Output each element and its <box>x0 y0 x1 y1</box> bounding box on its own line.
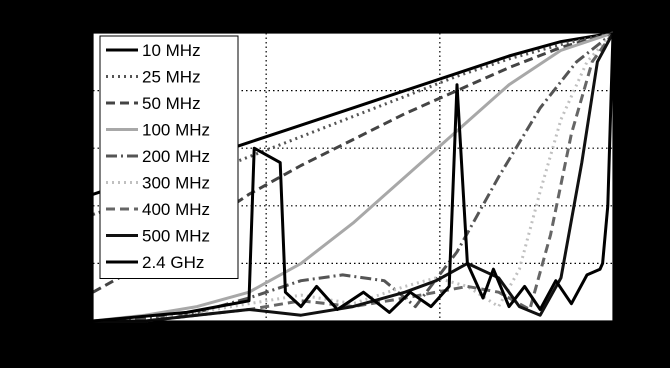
series-line-400-mhz <box>93 32 615 323</box>
legend-label-500-mhz: 500 MHz <box>142 227 210 246</box>
legend-label-400-mhz: 400 MHz <box>142 200 210 219</box>
legend-label-200-mhz: 200 MHz <box>142 147 210 166</box>
legend-label-50-mhz: 50 MHz <box>142 94 201 113</box>
series-line-500-mhz <box>93 32 615 323</box>
legend-label-10-mhz: 10 MHz <box>142 41 201 60</box>
series-line-2-4-ghz <box>92 32 615 323</box>
legend-label-100-mhz: 100 MHz <box>142 121 210 140</box>
series-line-200-mhz <box>92 31 614 323</box>
plot-frame <box>92 32 614 322</box>
legend: 10 MHz 25 MHz 50 MHz 100 MHz 200 MHz 300 MHz 4… <box>99 35 239 279</box>
series-line-100-mhz <box>92 31 614 323</box>
legend-label-300-mhz: 300 MHz <box>142 174 210 193</box>
legend-label-25-mhz: 25 MHz <box>142 68 201 87</box>
legend-label-2-4-ghz: 2.4 GHz <box>142 253 204 272</box>
